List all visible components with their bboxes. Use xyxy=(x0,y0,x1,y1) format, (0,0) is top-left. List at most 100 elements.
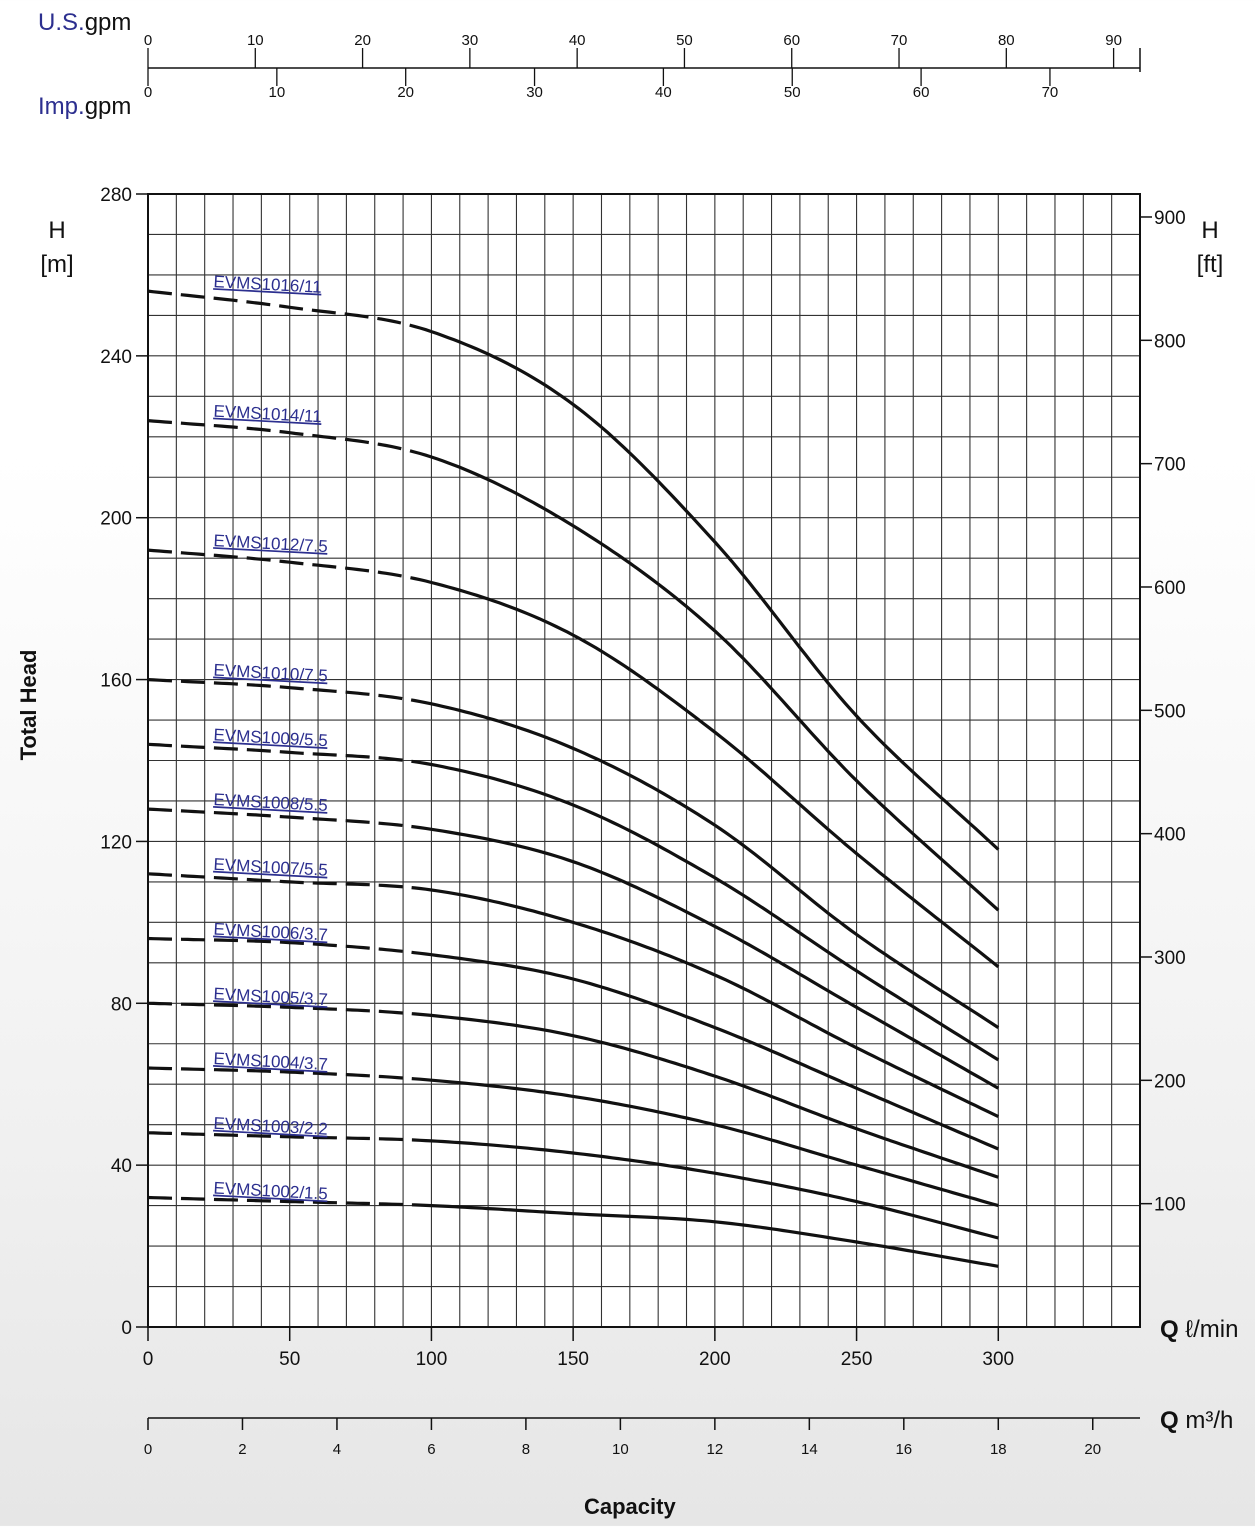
curve-line-solid xyxy=(430,330,1000,851)
curve-line-dashed xyxy=(147,1131,432,1143)
y-left-tick-label: 40 xyxy=(111,1156,132,1177)
curve-line-dashed xyxy=(147,1001,432,1017)
curve-line-dashed xyxy=(147,548,432,585)
y-right-tick-label: 300 xyxy=(1154,948,1186,969)
y-left-tick-label: 120 xyxy=(100,832,132,853)
y-right-unit: [ft] xyxy=(1197,251,1224,278)
curve-line-solid xyxy=(431,1204,999,1268)
m3h-tick-label: 8 xyxy=(522,1441,530,1458)
curve-evms1004-3-7 xyxy=(147,1066,999,1208)
us-gpm-tick-label: 80 xyxy=(998,32,1015,49)
us-gpm-tick-label: 30 xyxy=(462,32,479,49)
imp-gpm-unit-label: Imp.gpm xyxy=(38,93,131,120)
curve-line-solid xyxy=(431,953,999,1151)
curve-line-solid xyxy=(431,1013,999,1179)
curve-line-dashed xyxy=(147,872,432,892)
x-tick-label: 300 xyxy=(982,1349,1014,1370)
imp-gpm-tick-label: 10 xyxy=(269,84,286,101)
us-gpm-tick-label: 40 xyxy=(569,32,586,49)
m3h-tick-label: 12 xyxy=(707,1441,724,1458)
y-right-tick-label: 200 xyxy=(1154,1071,1186,1092)
curve-line-dashed xyxy=(147,1066,432,1082)
y-right-unit-symbol: H xyxy=(1201,217,1218,244)
x-axis-title: Capacity xyxy=(584,1494,676,1519)
m3h-tick-label: 14 xyxy=(801,1441,818,1458)
m3h-tick-label: 4 xyxy=(333,1441,341,1458)
imp-gpm-tick-label: 0 xyxy=(144,84,152,101)
x-tick-label: 250 xyxy=(841,1349,873,1370)
curve-line-solid xyxy=(430,455,1000,912)
y-right-tick-label: 800 xyxy=(1154,331,1186,352)
m3h-tick-label: 16 xyxy=(895,1441,912,1458)
axes: 0408012016020024028010020030040050060070… xyxy=(16,9,1238,1519)
y-left-tick-label: 0 xyxy=(121,1318,132,1339)
plot-frame xyxy=(147,193,1141,1328)
imp-gpm-tick-label: 30 xyxy=(526,84,543,101)
curve-evms1006-3-7 xyxy=(147,936,999,1151)
x-tick-label: 200 xyxy=(699,1349,731,1370)
us-gpm-tick-label: 20 xyxy=(354,32,371,49)
y-left-unit-symbol: H xyxy=(48,217,65,244)
curves xyxy=(147,289,1000,1268)
curve-line-solid xyxy=(431,762,1000,1062)
y-right-tick-label: 900 xyxy=(1154,208,1186,229)
curve-evms1009-5-5 xyxy=(147,742,1000,1062)
y-left-unit: [m] xyxy=(40,251,73,278)
y-right-tick-label: 600 xyxy=(1154,578,1186,599)
curve-line-dashed xyxy=(147,807,432,831)
curve-line-dashed xyxy=(147,289,432,334)
curve-evms1010-7-5 xyxy=(147,678,1000,1029)
y-left-tick-label: 80 xyxy=(111,994,132,1015)
curve-line-solid xyxy=(431,702,1000,1029)
curve-evms1012-7-5 xyxy=(147,548,1000,969)
curve-line-solid xyxy=(431,1139,999,1240)
curve-line-solid xyxy=(431,580,1000,969)
curve-evms1002-1-5 xyxy=(147,1195,999,1268)
m3h-unit-label: Q m³/h xyxy=(1160,1407,1233,1434)
x-tick-label: 50 xyxy=(279,1349,300,1370)
imp-gpm-tick-label: 50 xyxy=(784,84,801,101)
y-right-tick-label: 100 xyxy=(1154,1195,1186,1216)
x-unit-label: Q ℓ/min xyxy=(1160,1316,1238,1343)
curve-line-solid xyxy=(431,827,1000,1090)
curve-evms1014-11 xyxy=(147,419,1000,912)
us-gpm-tick-label: 0 xyxy=(144,32,152,49)
m3h-tick-label: 6 xyxy=(427,1441,435,1458)
y-left-tick-label: 160 xyxy=(100,671,132,692)
y-right-tick-label: 700 xyxy=(1154,455,1186,476)
us-gpm-tick-label: 10 xyxy=(247,32,264,49)
y-left-tick-label: 240 xyxy=(100,347,132,368)
labels: EVMS1016/11EVMS1014/11EVMS1012/7.5EVMS10… xyxy=(213,272,328,1203)
curve-evms1008-5-5 xyxy=(147,807,1000,1090)
us-gpm-tick-label: 70 xyxy=(891,32,908,49)
curve-evms1003-2-2 xyxy=(147,1131,999,1240)
m3h-tick-label: 18 xyxy=(990,1441,1007,1458)
curve-evms1005-3-7 xyxy=(147,1001,999,1179)
grid xyxy=(147,193,1141,1328)
y-left-tick-label: 280 xyxy=(100,185,132,206)
x-tick-label: 100 xyxy=(416,1349,448,1370)
curve-evms1007-5-5 xyxy=(147,872,1000,1119)
curve-line-dashed xyxy=(147,936,432,957)
y-axis-title: Total Head xyxy=(16,650,41,761)
curve-line-solid xyxy=(431,888,1000,1119)
y-right-tick-label: 500 xyxy=(1154,701,1186,722)
curve-line-dashed xyxy=(147,678,432,706)
curve-line-dashed xyxy=(147,419,432,459)
curve-line-dashed xyxy=(147,742,432,767)
imp-gpm-tick-label: 60 xyxy=(913,84,930,101)
imp-gpm-tick-label: 20 xyxy=(397,84,414,101)
x-tick-label: 0 xyxy=(143,1349,154,1370)
imp-gpm-tick-label: 70 xyxy=(1042,84,1059,101)
curve-line-dashed xyxy=(147,1195,432,1208)
curve-evms1016-11 xyxy=(147,289,1000,851)
y-left-tick-label: 200 xyxy=(100,509,132,530)
m3h-tick-label: 20 xyxy=(1084,1441,1101,1458)
m3h-tick-label: 2 xyxy=(238,1441,246,1458)
us-gpm-tick-label: 60 xyxy=(783,32,800,49)
x-tick-label: 150 xyxy=(557,1349,589,1370)
curve-line-solid xyxy=(431,1078,999,1208)
m3h-tick-label: 0 xyxy=(144,1441,152,1458)
